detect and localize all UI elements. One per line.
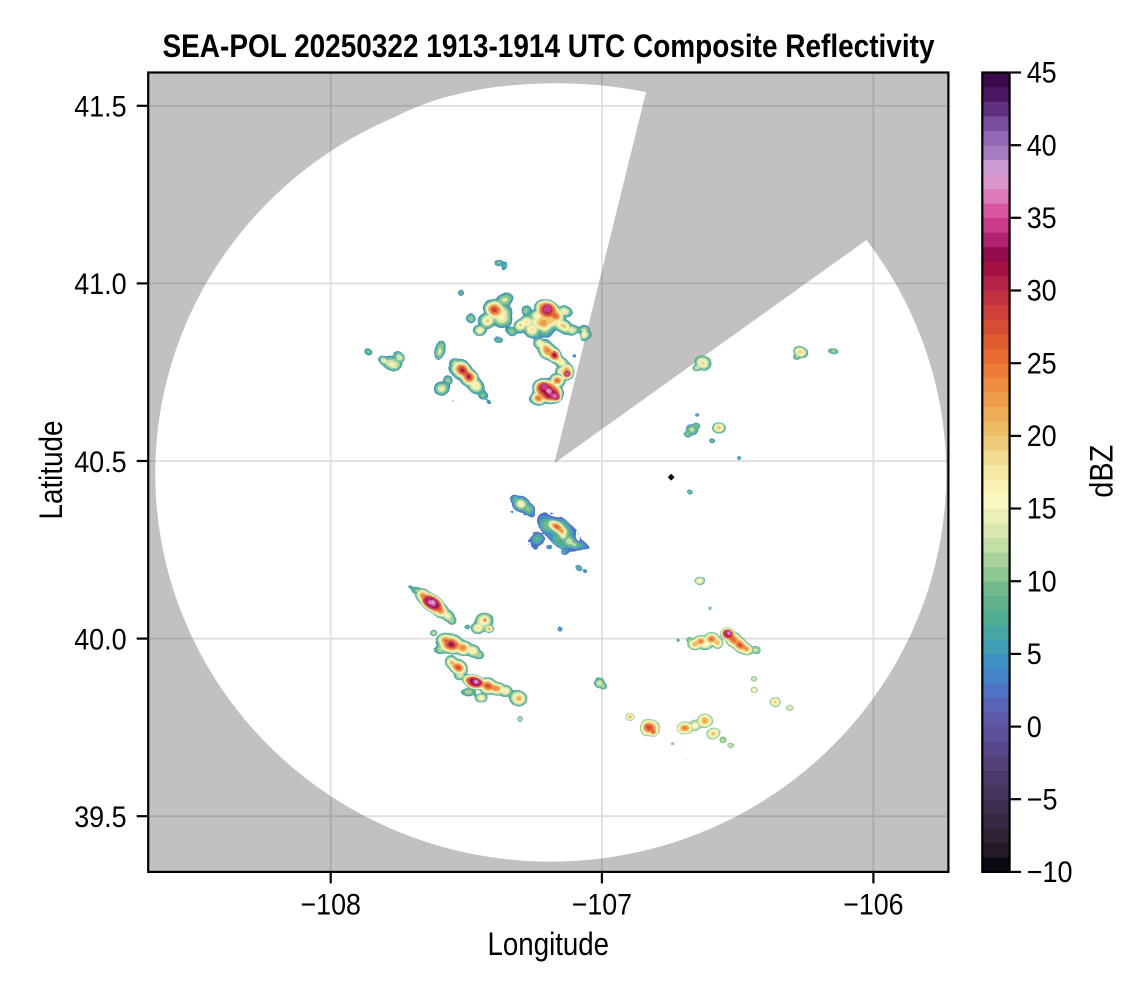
svg-text:−108: −108 [301, 888, 361, 921]
svg-text:20: 20 [1027, 420, 1057, 453]
svg-text:40.0: 40.0 [74, 623, 126, 656]
svg-text:25: 25 [1027, 347, 1057, 380]
svg-text:5: 5 [1027, 638, 1042, 671]
svg-text:−106: −106 [843, 888, 903, 921]
svg-text:0: 0 [1027, 711, 1042, 744]
svg-text:35: 35 [1027, 202, 1057, 235]
svg-text:15: 15 [1027, 493, 1057, 526]
svg-text:−5: −5 [1027, 783, 1058, 816]
svg-text:dBZ: dBZ [1084, 445, 1120, 498]
svg-text:40.5: 40.5 [74, 446, 126, 479]
svg-text:40: 40 [1027, 129, 1057, 162]
svg-text:Latitude: Latitude [33, 421, 69, 520]
svg-text:45: 45 [1027, 57, 1057, 90]
svg-text:−10: −10 [1027, 856, 1073, 889]
svg-text:41.5: 41.5 [74, 91, 126, 124]
svg-text:−107: −107 [572, 888, 632, 921]
svg-text:SEA-POL 20250322 1913-1914 UTC: SEA-POL 20250322 1913-1914 UTC Composite… [163, 28, 935, 64]
svg-text:41.0: 41.0 [74, 268, 126, 301]
svg-text:10: 10 [1027, 565, 1057, 598]
svg-text:Longitude: Longitude [488, 926, 610, 962]
svg-text:30: 30 [1027, 275, 1057, 308]
svg-text:39.5: 39.5 [74, 801, 126, 834]
